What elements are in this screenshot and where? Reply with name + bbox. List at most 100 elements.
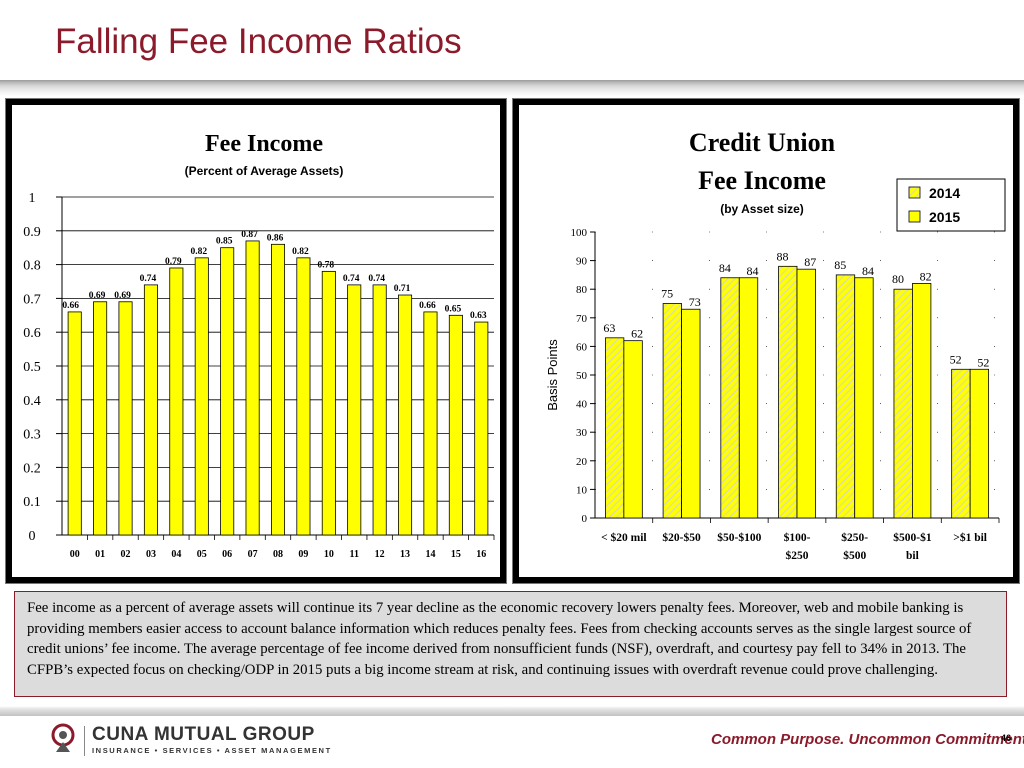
data-label: 75 bbox=[661, 287, 673, 301]
caption-box: Fee income as a percent of average asset… bbox=[14, 591, 1007, 697]
right-chart-frame: Credit Union Fee Income (by Asset size) Bas… bbox=[512, 98, 1020, 584]
y-axis-label: Basis Points bbox=[545, 339, 560, 411]
chart-subtitle: (by Asset size) bbox=[720, 202, 804, 216]
x-tick-label: $100- bbox=[784, 531, 811, 544]
chart-subtitle: (Percent of Average Assets) bbox=[185, 164, 344, 178]
y-tick-label: 50 bbox=[576, 370, 588, 382]
bar-2014 bbox=[662, 303, 682, 519]
x-tick-label: 03 bbox=[146, 549, 156, 560]
x-tick-label: 14 bbox=[425, 549, 435, 560]
data-label: 84 bbox=[719, 261, 731, 275]
bar bbox=[448, 314, 463, 536]
bar bbox=[398, 294, 413, 536]
fee-income-ratio-chart: Fee Income (Percent of Average Assets) 0 0.… bbox=[23, 131, 495, 560]
bar-2015 bbox=[738, 277, 759, 519]
x-tick-label: 07 bbox=[248, 549, 258, 560]
page-number: 46 bbox=[1001, 733, 1012, 743]
legend-label: 2014 bbox=[929, 185, 960, 201]
y-tick-label: 0 bbox=[582, 513, 588, 525]
x-tick-label: >$1 bil bbox=[953, 531, 987, 544]
y-tick-label: 0.5 bbox=[23, 360, 41, 375]
data-label: 52 bbox=[950, 352, 962, 366]
bar-2014 bbox=[720, 277, 740, 519]
data-label: 0.69 bbox=[114, 291, 131, 301]
y-tick-label: 80 bbox=[576, 284, 588, 296]
data-label: 0.65 bbox=[445, 304, 462, 314]
data-label: 0.79 bbox=[165, 257, 182, 267]
data-label: 0.85 bbox=[216, 237, 233, 247]
x-tick-label: $50-$100 bbox=[717, 531, 761, 544]
y-tick-label: 0.3 bbox=[23, 428, 41, 443]
bar bbox=[372, 284, 387, 536]
fee-income-by-asset-size-chart: Credit Union Fee Income (by Asset size) Bas… bbox=[545, 128, 1006, 562]
x-tick-label: < $20 mil bbox=[601, 531, 647, 544]
bar bbox=[245, 240, 260, 536]
bar-2014 bbox=[835, 274, 856, 519]
bar bbox=[67, 311, 82, 536]
data-label: 84 bbox=[862, 264, 874, 278]
data-label: 52 bbox=[977, 355, 989, 369]
bar-2015 bbox=[912, 283, 932, 519]
x-tick-label: 10 bbox=[324, 549, 334, 560]
bar-2015 bbox=[623, 340, 643, 519]
y-tick-label: 70 bbox=[576, 313, 588, 325]
data-label: 0.82 bbox=[292, 247, 309, 257]
data-label: 0.74 bbox=[368, 274, 385, 284]
data-label: 62 bbox=[631, 327, 643, 341]
bar bbox=[194, 257, 209, 536]
logo-name: CUNA MUTUAL GROUP bbox=[92, 724, 315, 745]
data-label: 82 bbox=[920, 269, 932, 283]
x-tick-label: 13 bbox=[400, 549, 410, 560]
bar bbox=[169, 267, 184, 536]
bar bbox=[93, 301, 108, 536]
footer-divider bbox=[0, 706, 1024, 716]
bar bbox=[347, 284, 362, 536]
bar bbox=[423, 311, 438, 536]
x-tick-label: 15 bbox=[451, 549, 461, 560]
data-label: 0.66 bbox=[62, 301, 79, 311]
y-tick-label: 10 bbox=[576, 484, 588, 496]
y-tick-label: 0.9 bbox=[23, 225, 41, 240]
legend-swatch bbox=[908, 210, 921, 223]
data-label: 0.74 bbox=[343, 274, 360, 284]
bar bbox=[118, 301, 133, 536]
y-tick-label: 0 bbox=[29, 529, 36, 544]
data-label: 87 bbox=[804, 255, 816, 269]
x-tick-label: $250 bbox=[786, 549, 809, 562]
x-tick-label: 04 bbox=[171, 549, 181, 560]
y-tick-label: 0.2 bbox=[23, 461, 41, 476]
x-tick-label: 16 bbox=[476, 549, 486, 560]
y-tick-label: 20 bbox=[576, 456, 588, 468]
bar bbox=[220, 247, 235, 536]
y-tick-label: 0.8 bbox=[23, 259, 41, 274]
data-label: 85 bbox=[834, 258, 846, 272]
data-label: 80 bbox=[892, 272, 904, 286]
bar bbox=[296, 257, 311, 536]
y-tick-label: 100 bbox=[571, 227, 588, 239]
logo-separator bbox=[84, 726, 85, 756]
footer-slogan: Common Purpose. Uncommon Commitment. bbox=[711, 731, 1024, 748]
y-tick-label: 0.4 bbox=[23, 394, 41, 409]
left-chart-frame: Fee Income (Percent of Average Assets) 0 0.… bbox=[5, 98, 507, 584]
data-label: 84 bbox=[747, 264, 759, 278]
data-label: 0.69 bbox=[89, 291, 106, 301]
bar-2014 bbox=[778, 265, 798, 519]
data-label: 0.78 bbox=[318, 260, 335, 270]
x-tick-label: $20-$50 bbox=[662, 531, 701, 544]
x-tick-label: 05 bbox=[197, 549, 207, 560]
y-tick-label: 30 bbox=[576, 427, 588, 439]
caption-text: Fee income as a percent of average asset… bbox=[27, 600, 972, 678]
bar-2015 bbox=[796, 268, 816, 519]
x-tick-label: $250- bbox=[841, 531, 868, 544]
x-tick-label: 08 bbox=[273, 549, 283, 560]
data-label: 0.66 bbox=[419, 301, 436, 311]
x-tick-label: 09 bbox=[298, 549, 308, 560]
y-tick-label: 1 bbox=[29, 191, 36, 206]
y-tick-label: 0.6 bbox=[23, 326, 41, 341]
bar-2014 bbox=[951, 368, 971, 519]
chart-title: Fee Income bbox=[205, 131, 323, 157]
x-tick-label: 11 bbox=[350, 549, 359, 560]
bar-2014 bbox=[893, 288, 913, 519]
x-tick-label: $500-$1 bbox=[893, 531, 932, 544]
y-tick-label: 40 bbox=[576, 399, 588, 411]
